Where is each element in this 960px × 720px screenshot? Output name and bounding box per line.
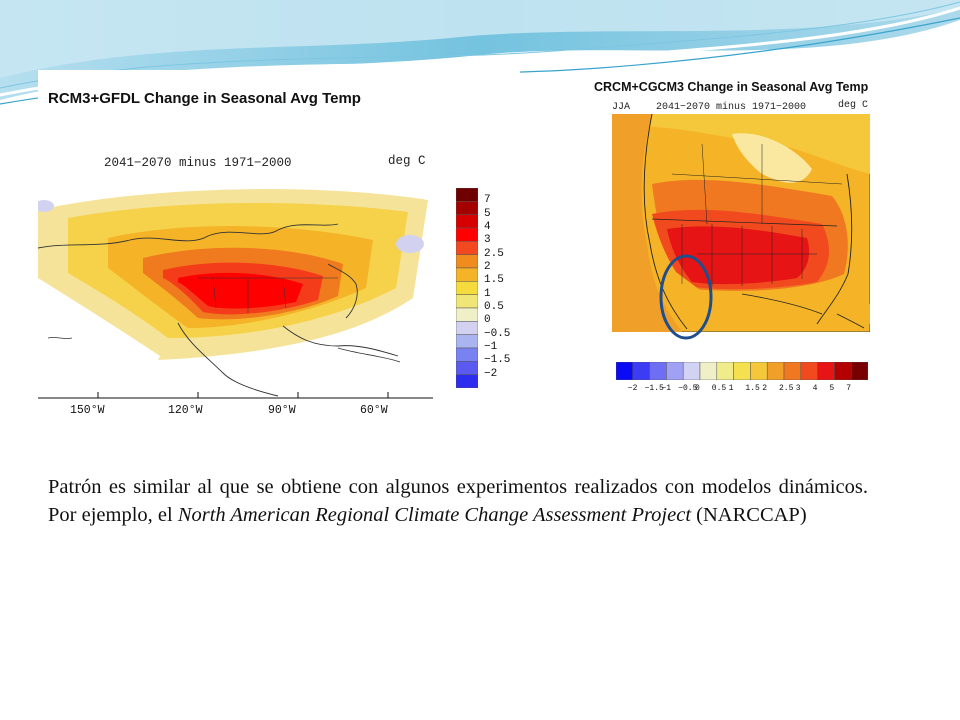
left-colorbar-label: 1.5 [484,274,504,287]
right-colorbar-label: 3 [795,384,801,393]
left-colorbar-label: −1.5 [484,354,511,367]
left-colorbar-label: 0.5 [484,301,504,313]
right-map-season: JJA [612,102,631,113]
right-colorbar-swatch [834,362,852,380]
right-colorbar-swatch [682,362,701,380]
left-colorbar-label: 0 [484,314,491,327]
right-colorbar-swatch [850,362,868,380]
left-temperature-map [38,187,433,399]
lon-label-120w: 120°W [168,404,203,417]
left-colorbar-label: −2 [484,367,498,380]
right-colorbar-label: 5 [829,384,835,393]
right-colorbar-swatch [632,362,650,380]
left-colorbar-label: 2.5 [484,247,504,260]
left-colorbar-swatch [456,361,478,375]
left-colorbar-label: −0.5 [484,327,511,340]
left-colorbar-swatch [456,267,478,282]
left-colorbar-swatch [456,214,478,229]
left-colorbar-swatch [456,227,478,242]
right-map-period: 2041−2070 minus 1971−2000 [656,102,807,113]
left-colorbar-swatch [456,321,478,335]
left-colorbar [456,188,478,388]
right-colorbar-label: 2 [762,384,767,393]
left-map-unit: deg C [388,154,426,168]
left-colorbar-swatch [456,281,478,295]
right-colorbar-swatch [783,362,802,380]
right-colorbar-label: −2 [627,384,638,393]
left-map-title: RCM3+GFDL Change in Seasonal Avg Temp [48,90,361,107]
left-colorbar-label: −1 [484,341,498,353]
right-colorbar-swatch [716,362,734,380]
left-colorbar-swatch [456,188,478,202]
left-colorbar-swatch [456,374,478,388]
left-colorbar-label: 2 [484,261,491,273]
left-colorbar-swatch [456,294,478,309]
right-colorbar-swatch [666,362,684,380]
left-colorbar-swatch [456,201,478,215]
lon-label-90w: 90°W [268,404,296,417]
right-colorbar-label: 0 [695,384,700,393]
right-colorbar-label: −1 [661,384,671,393]
annotation-ellipse [659,254,713,340]
left-colorbar-swatch [456,307,478,322]
right-map-unit: deg C [838,100,869,111]
left-map-panel: RCM3+GFDL Change in Seasonal Avg Temp 20… [38,70,520,422]
left-colorbar-swatch [456,334,478,349]
right-colorbar-swatch [699,362,718,380]
right-colorbar-swatch [649,362,667,380]
caption-project-name: North American Regional Climate Change A… [177,504,692,526]
right-map-title: CRCM+CGCM3 Change in Seasonal Avg Temp [594,80,869,94]
lon-label-60w: 60°W [360,404,388,417]
left-colorbar-swatch [456,241,478,255]
left-map-period: 2041−2070 minus 1971−2000 [104,156,292,170]
left-colorbar-swatch [456,347,478,362]
left-colorbar-label: 4 [484,221,491,233]
right-colorbar-label: 1 [728,384,734,393]
right-colorbar [616,362,868,380]
right-colorbar-label: 1.5 [745,384,760,393]
caption-part1: Patrón es similar al que se obtiene con … [48,476,868,526]
right-temperature-map [612,114,870,332]
lon-label-150w: 150°W [70,404,105,417]
left-colorbar-label: 5 [484,207,491,220]
caption-text: Patrón es similar al que se obtiene con … [48,473,868,529]
caption-part2: (NARCCAP) [691,504,807,526]
right-map-panel: CRCM+CGCM3 Change in Seasonal Avg Temp J… [590,72,908,400]
right-colorbar-swatch [750,362,768,380]
right-colorbar-label: 4 [812,384,818,393]
right-colorbar-swatch [766,362,785,380]
right-colorbar-swatch [817,362,835,380]
right-colorbar-label: 0.5 [711,384,727,393]
right-colorbar-swatch [800,362,818,380]
right-colorbar-label: −0.5 [678,384,698,393]
right-colorbar-label: 7 [846,384,851,393]
right-colorbar-label: 2.5 [779,384,794,393]
left-colorbar-label: 7 [484,194,491,207]
left-colorbar-swatch [456,254,478,269]
left-colorbar-label: 1 [484,287,491,300]
right-colorbar-label: −1.5 [644,384,664,393]
right-colorbar-swatch [616,362,634,380]
left-colorbar-label: 3 [484,234,491,247]
right-colorbar-swatch [733,362,751,380]
